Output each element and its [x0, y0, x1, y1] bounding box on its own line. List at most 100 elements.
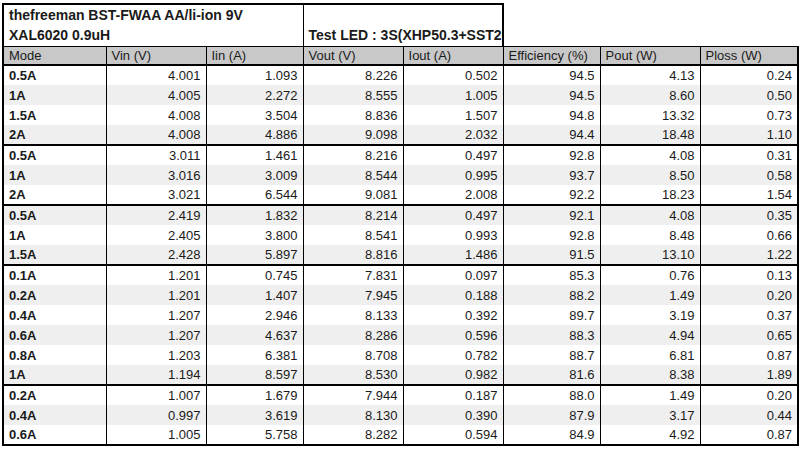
value-cell: 2.946 — [206, 305, 303, 325]
value-cell: 1.679 — [206, 385, 303, 405]
value-cell: 0.596 — [403, 325, 503, 345]
mode-cell: 1A — [3, 165, 106, 185]
value-cell: 1.486 — [403, 245, 503, 265]
value-cell: 4.92 — [600, 425, 700, 445]
value-cell: 3.009 — [206, 165, 303, 185]
value-cell: 0.995 — [403, 165, 503, 185]
value-cell: 8.133 — [303, 305, 403, 325]
value-cell: 0.502 — [403, 65, 503, 85]
value-cell: 81.6 — [503, 365, 600, 385]
value-cell: 0.497 — [403, 145, 503, 165]
value-cell: 3.021 — [106, 185, 206, 205]
mode-cell: 0.6A — [3, 325, 106, 345]
value-cell: 8.541 — [303, 225, 403, 245]
value-cell: 3.17 — [600, 405, 700, 425]
value-cell: 0.73 — [700, 105, 798, 125]
empty-top-right-area — [503, 4, 798, 46]
value-cell: 6.81 — [600, 345, 700, 365]
driver-title-cell: thefreeman BST-FWAA AA/li-ion 9V XAL6020… — [3, 4, 303, 46]
value-cell: 4.13 — [600, 65, 700, 85]
value-cell: 0.58 — [700, 165, 798, 185]
table-row: 1A4.0052.2728.5551.00594.58.600.50 — [3, 85, 798, 105]
value-cell: 3.011 — [106, 145, 206, 165]
value-cell: 5.897 — [206, 245, 303, 265]
value-cell: 9.098 — [303, 125, 403, 145]
mode-cell: 0.5A — [3, 65, 106, 85]
mode-cell: 1.5A — [3, 245, 106, 265]
mode-cell: 2A — [3, 185, 106, 205]
table-row: 1A3.0163.0098.5440.99593.78.500.58 — [3, 165, 798, 185]
column-header-vin-v: Vin (V) — [106, 46, 206, 65]
mode-cell: 2A — [3, 125, 106, 145]
value-cell: 88.3 — [503, 325, 600, 345]
mode-cell: 0.1A — [3, 265, 106, 285]
value-cell: 0.392 — [403, 305, 503, 325]
table-row: 1.5A2.4285.8978.8161.48691.513.101.22 — [3, 245, 798, 265]
title-row: thefreeman BST-FWAA AA/li-ion 9V XAL6020… — [3, 4, 798, 25]
efficiency-results-table: thefreeman BST-FWAA AA/li-ion 9V XAL6020… — [2, 3, 799, 446]
value-cell: 5.758 — [206, 425, 303, 445]
value-cell: 1.89 — [700, 365, 798, 385]
value-cell: 3.19 — [600, 305, 700, 325]
table-row: 1A1.1948.5978.5300.98281.68.381.89 — [3, 365, 798, 385]
value-cell: 8.130 — [303, 405, 403, 425]
value-cell: 1.832 — [206, 205, 303, 225]
mode-cell: 0.8A — [3, 345, 106, 365]
value-cell: 6.381 — [206, 345, 303, 365]
table-row: 1A2.4053.8008.5410.99392.88.480.66 — [3, 225, 798, 245]
value-cell: 8.50 — [600, 165, 700, 185]
value-cell: 18.23 — [600, 185, 700, 205]
value-cell: 89.7 — [503, 305, 600, 325]
column-header-mode: Mode — [3, 46, 106, 65]
value-cell: 13.32 — [600, 105, 700, 125]
column-header-pout-w: Pout (W) — [600, 46, 700, 65]
mode-cell: 1A — [3, 225, 106, 245]
value-cell: 8.38 — [600, 365, 700, 385]
mode-cell: 0.2A — [3, 385, 106, 405]
table-row: 2A3.0216.5449.0812.00892.218.231.54 — [3, 185, 798, 205]
value-cell: 2.428 — [106, 245, 206, 265]
value-cell: 0.997 — [106, 405, 206, 425]
value-cell: 1.007 — [106, 385, 206, 405]
value-cell: 94.5 — [503, 85, 600, 105]
value-cell: 8.214 — [303, 205, 403, 225]
mode-cell: 0.5A — [3, 145, 106, 165]
table-row: 0.5A4.0011.0938.2260.50294.54.130.24 — [3, 65, 798, 85]
value-cell: 1.207 — [106, 325, 206, 345]
mode-cell: 0.6A — [3, 425, 106, 445]
value-cell: 13.10 — [600, 245, 700, 265]
value-cell: 2.008 — [403, 185, 503, 205]
value-cell: 0.390 — [403, 405, 503, 425]
table-row: 1.5A4.0083.5048.8361.50794.813.320.73 — [3, 105, 798, 125]
mode-cell: 0.4A — [3, 405, 106, 425]
value-cell: 92.2 — [503, 185, 600, 205]
table-row: 2A4.0084.8869.0982.03294.418.481.10 — [3, 125, 798, 145]
value-cell: 3.800 — [206, 225, 303, 245]
value-cell: 84.9 — [503, 425, 600, 445]
column-header-efficiency: Efficiency (%) — [503, 46, 600, 65]
value-cell: 4.005 — [106, 85, 206, 105]
value-cell: 0.24 — [700, 65, 798, 85]
value-cell: 87.9 — [503, 405, 600, 425]
value-cell: 0.188 — [403, 285, 503, 305]
value-cell: 6.544 — [206, 185, 303, 205]
value-cell: 7.945 — [303, 285, 403, 305]
value-cell: 94.5 — [503, 65, 600, 85]
value-cell: 4.001 — [106, 65, 206, 85]
value-cell: 2.419 — [106, 205, 206, 225]
value-cell: 0.37 — [700, 305, 798, 325]
value-cell: 1.54 — [700, 185, 798, 205]
value-cell: 8.816 — [303, 245, 403, 265]
value-cell: 0.50 — [700, 85, 798, 105]
value-cell: 1.005 — [106, 425, 206, 445]
table-row: 0.6A1.2074.6378.2860.59688.34.940.65 — [3, 325, 798, 345]
value-cell: 0.87 — [700, 425, 798, 445]
value-cell: 1.201 — [106, 285, 206, 305]
value-cell: 0.187 — [403, 385, 503, 405]
mode-cell: 1A — [3, 85, 106, 105]
table-row: 0.2A1.0071.6797.9440.18788.01.490.20 — [3, 385, 798, 405]
mode-cell: 0.5A — [3, 205, 106, 225]
value-cell: 0.497 — [403, 205, 503, 225]
column-header-ploss-w: Ploss (W) — [700, 46, 798, 65]
value-cell: 0.44 — [700, 405, 798, 425]
